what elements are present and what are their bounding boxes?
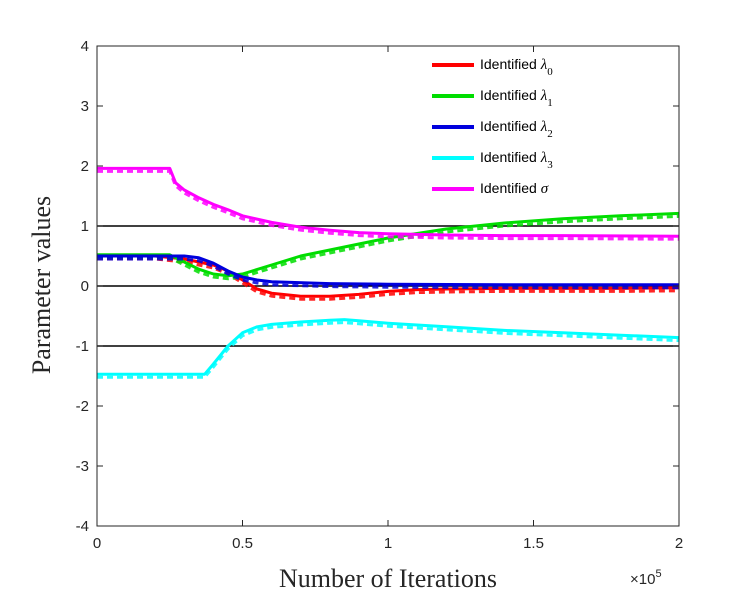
x-multiplier: ×105	[630, 568, 662, 588]
y-tick-label: -4	[76, 518, 89, 535]
y-tick-label: -3	[76, 458, 89, 475]
axis-ticks: 0 0.5 1 1.5 2 -4 -3 -2 -1 0 1 2 3 4	[76, 38, 684, 552]
y-tick-label: 0	[81, 278, 89, 295]
legend-label: Identified λ1	[480, 87, 553, 109]
series-line-dashed	[97, 257, 680, 301]
series-line-dashed	[97, 169, 680, 241]
series-4	[97, 166, 680, 241]
series-line	[97, 166, 680, 238]
series-line-dashed	[97, 321, 680, 379]
x-tick-label: 1	[384, 535, 392, 552]
series-line	[97, 254, 679, 287]
x-tick-label: 1.5	[523, 535, 544, 552]
legend-item-0: Identified λ0	[432, 56, 553, 78]
legend-label: Identified σ	[480, 180, 549, 197]
legend-item-4: Identified σ	[432, 180, 549, 197]
y-tick-label: 4	[81, 38, 89, 55]
legend-label: Identified λ0	[480, 56, 553, 78]
legend-label: Identified λ3	[480, 149, 553, 171]
y-tick-label: 2	[81, 158, 89, 175]
x-axis-label: Number of Iterations	[279, 564, 497, 593]
series-line	[97, 211, 680, 278]
series-3	[97, 318, 680, 379]
legend-item-1: Identified λ1	[432, 87, 553, 109]
legend-item-2: Identified λ2	[432, 118, 553, 140]
y-tick-label: 1	[81, 218, 89, 235]
y-axis-label: Parameter values	[27, 196, 56, 374]
x-tick-label: 0.5	[232, 535, 253, 552]
legend-label: Identified λ2	[480, 118, 553, 140]
series-layer	[97, 166, 680, 379]
series-line	[97, 318, 680, 376]
series-line-dashed	[97, 214, 680, 281]
y-tick-label: -2	[76, 398, 89, 415]
y-tick-label: -1	[76, 338, 89, 355]
x-tick-label: 2	[675, 535, 683, 552]
x-tick-label: 0	[93, 535, 101, 552]
series-1	[97, 211, 680, 281]
x-multiplier-exponent: 5	[655, 568, 661, 580]
legend-item-3: Identified λ3	[432, 149, 553, 171]
legend: Identified λ0 Identified λ1 Identified λ2 I…	[432, 56, 553, 197]
y-tick-label: 3	[81, 98, 89, 115]
x-multiplier-base: ×10	[630, 571, 655, 588]
series-2	[97, 254, 679, 290]
